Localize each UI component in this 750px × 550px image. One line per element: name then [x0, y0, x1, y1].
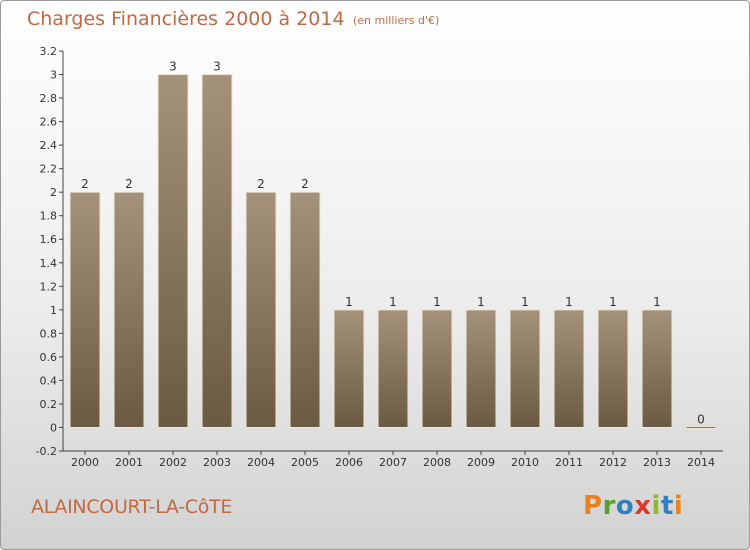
bar-2012[interactable] [597, 309, 629, 428]
x-tick-label-2005: 2005 [291, 456, 319, 469]
logo-letter: o [615, 491, 635, 521]
bar-2004[interactable] [245, 191, 277, 428]
x-tick-label-2000: 2000 [71, 456, 99, 469]
y-tick-label: 1.4 [40, 257, 58, 270]
data-label-2001: 2 [125, 177, 133, 191]
y-tick-label: 1.2 [40, 280, 58, 293]
y-tick-label: 2 [50, 186, 57, 199]
data-label-2005: 2 [301, 177, 309, 191]
logo-letter: t [660, 491, 674, 521]
data-label-2014: 0 [697, 412, 705, 426]
x-tick-label-2003: 2003 [203, 456, 231, 469]
y-tick-label: 2.2 [40, 163, 58, 176]
bar-2014[interactable] [685, 425, 717, 429]
x-tick-label-2010: 2010 [511, 456, 539, 469]
commune-name: ALAINCOURT-LA-CôTE [31, 496, 233, 518]
data-label-2003: 3 [213, 60, 221, 74]
y-tick-label: 2.4 [40, 139, 58, 152]
y-tick-label: 1 [50, 304, 57, 317]
x-tick-label-2006: 2006 [335, 456, 363, 469]
x-tick-label-2001: 2001 [115, 456, 143, 469]
bar-2006[interactable] [333, 309, 365, 428]
bar-2002[interactable] [157, 74, 189, 428]
y-tick-label: 2.6 [40, 116, 58, 129]
bar-2003[interactable] [201, 74, 233, 428]
x-tick-label-2013: 2013 [643, 456, 671, 469]
y-tick-label: 0.6 [40, 351, 58, 364]
data-label-2010: 1 [521, 295, 529, 309]
x-tick-label-2008: 2008 [423, 456, 451, 469]
x-tick-label-2004: 2004 [247, 456, 275, 469]
x-tick-label-2002: 2002 [159, 456, 187, 469]
axes: -0.2 0 0.2 0.4 0.6 0.8 1 1.2 1.4 1.6 1.8 2 2.2 2.4 2.6… [36, 45, 723, 469]
data-label-2000: 2 [81, 177, 89, 191]
data-label-2006: 1 [345, 295, 353, 309]
y-tick-label: 3.2 [40, 45, 58, 58]
chart-title: Charges Financières 2000 à 2014 [27, 8, 345, 30]
y-tick-label: 2.8 [40, 92, 58, 105]
bar-2000[interactable] [69, 191, 101, 428]
data-label-2013: 1 [653, 295, 661, 309]
data-label-2012: 1 [609, 295, 617, 309]
chart-subtitle: (en milliers d'€) [353, 14, 440, 27]
bar-2010[interactable] [509, 309, 541, 428]
x-tick-label-2009: 2009 [467, 456, 495, 469]
y-tick-label: 1.6 [40, 233, 58, 246]
x-tick-label-2012: 2012 [599, 456, 627, 469]
bars [69, 74, 717, 429]
x-tick-label-2014: 2014 [687, 456, 715, 469]
data-label-2011: 1 [565, 295, 573, 309]
bar-2005[interactable] [289, 191, 321, 428]
logo-letter: i [673, 491, 684, 521]
y-tick-label: -0.2 [36, 445, 57, 458]
bar-2001[interactable] [113, 191, 145, 428]
y-tick-label: 0.8 [40, 327, 58, 340]
data-label-2007: 1 [389, 295, 397, 309]
data-label-2002: 3 [169, 60, 177, 74]
x-tick-label-2007: 2007 [379, 456, 407, 469]
data-label-2009: 1 [477, 295, 485, 309]
bar-2009[interactable] [465, 309, 497, 428]
data-labels: 2 2 3 3 2 2 1 1 1 1 1 1 1 1 0 [81, 60, 705, 427]
y-tick-label: 0.4 [40, 374, 58, 387]
bar-2011[interactable] [553, 309, 585, 428]
bar-2008[interactable] [421, 309, 453, 428]
y-tick-label: 0.2 [40, 398, 58, 411]
logo-letter: i [651, 491, 661, 521]
x-tick-label-2011: 2011 [555, 456, 583, 469]
data-label-2004: 2 [257, 177, 265, 191]
logo-letter: r [602, 491, 616, 521]
y-tick-label: 0 [50, 421, 57, 434]
data-label-2008: 1 [433, 295, 441, 309]
logo-letter: P [583, 491, 603, 521]
y-tick-label: 3 [50, 69, 57, 82]
y-tick-label: 1.8 [40, 210, 58, 223]
bar-2007[interactable] [377, 309, 409, 428]
proxiti-logo[interactable]: Proxiti [583, 491, 683, 521]
logo-letter: x [634, 491, 652, 521]
bar-2013[interactable] [641, 309, 673, 428]
